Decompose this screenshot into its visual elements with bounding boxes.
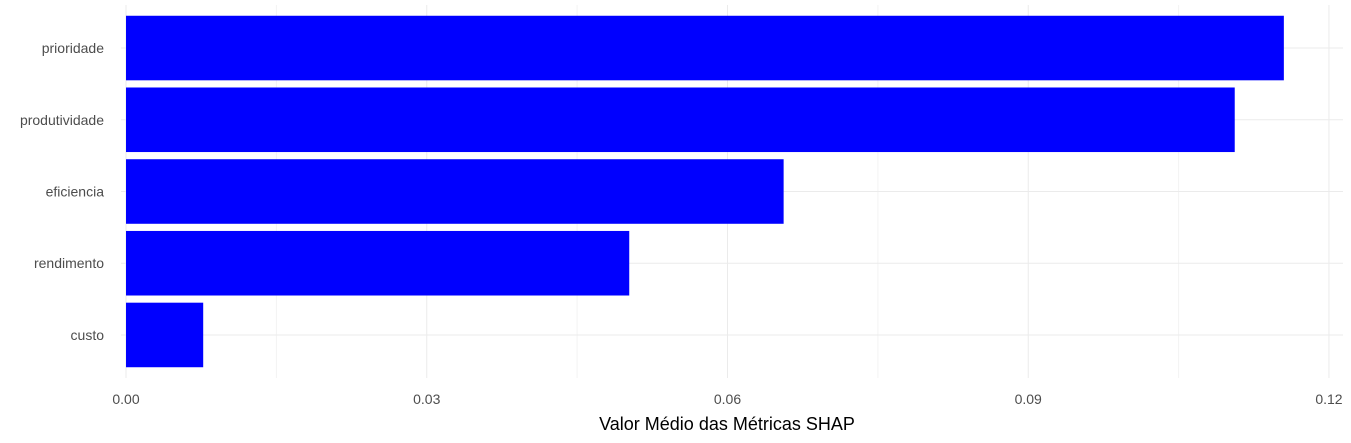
y-tick-label: produtividade	[20, 112, 104, 128]
x-tick-label: 0.06	[714, 391, 741, 407]
bar-prioridade	[126, 15, 1284, 81]
y-tick-label: prioridade	[42, 40, 104, 56]
bar-eficiencia	[126, 159, 784, 224]
x-axis-tick-labels: 0.00 0.03 0.06 0.09 0.12	[112, 391, 1342, 407]
bars	[126, 15, 1284, 368]
x-tick-label: 0.09	[1015, 391, 1042, 407]
bar-custo	[126, 302, 204, 368]
x-tick-label: 0.03	[413, 391, 440, 407]
y-tick-label: rendimento	[34, 255, 104, 271]
x-axis-title: Valor Médio das Métricas SHAP	[599, 414, 855, 434]
y-tick-label: eficiencia	[46, 184, 105, 200]
y-tick-label: custo	[71, 327, 105, 343]
y-axis-tick-labels: prioridade produtividade eficiencia rendime…	[20, 40, 104, 343]
x-tick-label: 0.00	[112, 391, 139, 407]
bar-rendimento	[126, 230, 630, 296]
bar-produtividade	[126, 87, 1235, 153]
x-tick-label: 0.12	[1315, 391, 1342, 407]
